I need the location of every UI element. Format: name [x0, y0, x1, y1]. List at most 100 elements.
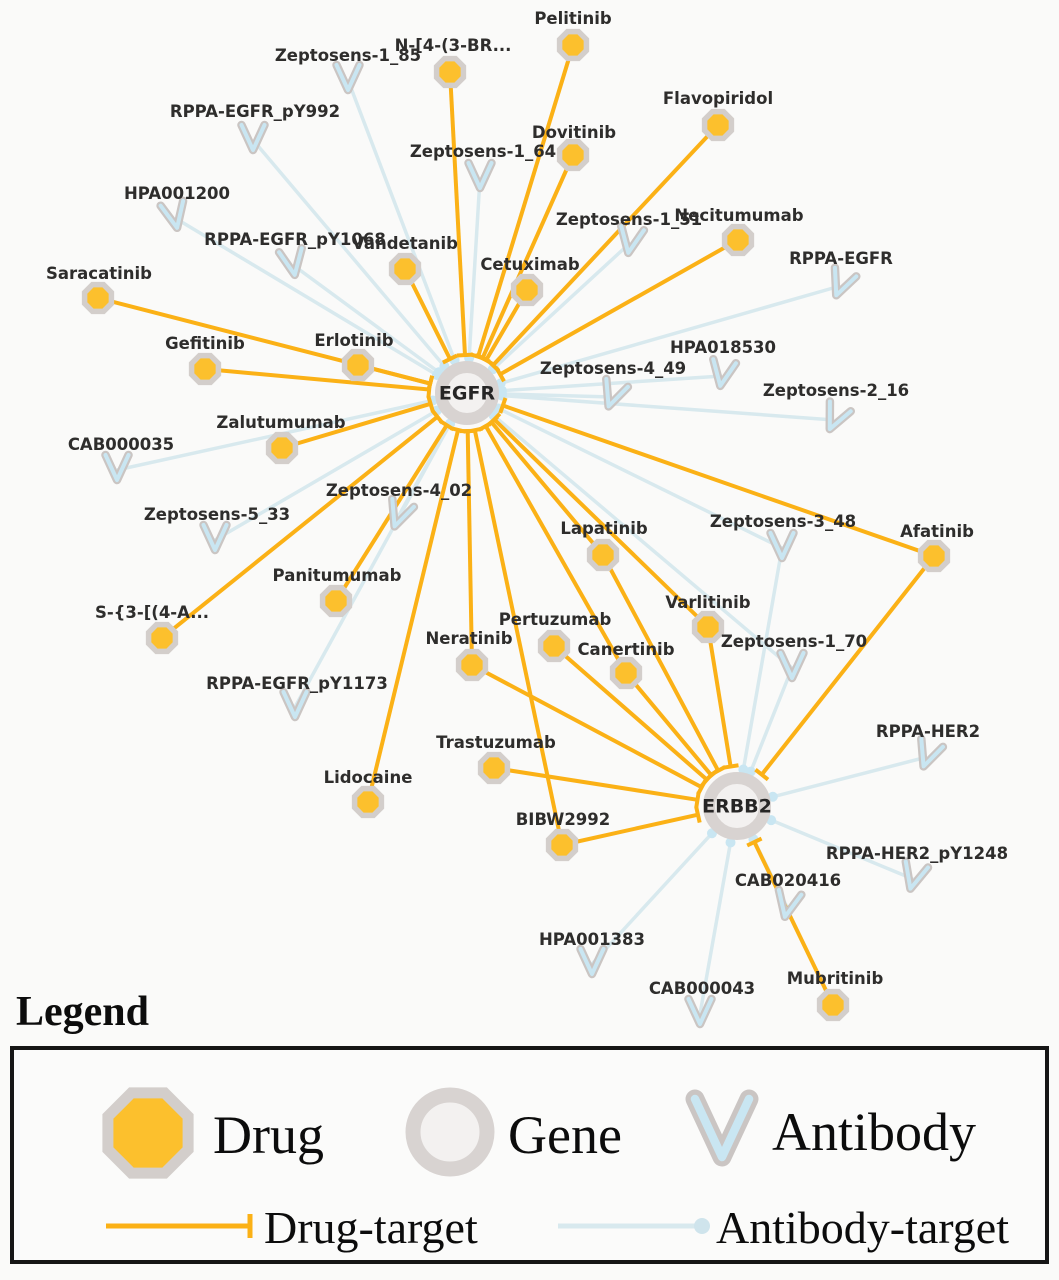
drug-target-edge — [491, 123, 720, 367]
antibody-target-edge — [590, 832, 714, 966]
antibody-node-CAB000043 — [684, 994, 716, 1029]
antibody-chevron-fill — [201, 523, 229, 552]
antibody-node-Zeptosens-2_16 — [825, 397, 856, 434]
node-label: Neratinib — [425, 629, 512, 648]
legend-antibody-target-label: Antibody-target — [716, 1202, 1009, 1253]
antibody-node-HPA001383 — [576, 944, 608, 979]
node-label: HPA001200 — [124, 184, 230, 203]
node-label: Dovitinib — [532, 123, 616, 142]
node-label: Necitumumab — [674, 206, 803, 225]
drug-edge-tee — [466, 426, 484, 434]
antibody-target-edge — [501, 393, 835, 422]
antibody-chevron-fill — [466, 161, 494, 190]
node-label: CAB000035 — [68, 435, 174, 454]
drug-target-edge — [281, 401, 432, 450]
node-label: HPA001383 — [539, 930, 645, 949]
drug-edge-tee — [426, 395, 435, 413]
antibody-chevron-fill — [903, 859, 930, 891]
node-label: Zeptosens-3_48 — [710, 512, 856, 531]
node-label: S-{3-[(4-A... — [95, 603, 209, 622]
drug-target-edge — [471, 663, 703, 789]
drug-target-edge — [489, 420, 605, 557]
drug-node-Afatinib — [917, 539, 951, 573]
node-label: Zeptosens-1_64 — [410, 142, 556, 161]
antibody-node-Zeptosens-1_51 — [617, 221, 649, 258]
antibody-node-Zeptosens-1_70 — [776, 648, 808, 683]
antibody-node-RPPA-HER2_pY1248 — [901, 857, 933, 893]
antibody-target-edge — [770, 818, 914, 881]
drug-node-Vandetanib — [388, 252, 422, 286]
antibody-target-edge — [174, 216, 438, 377]
drug-node-Lidocaine — [351, 785, 385, 819]
antibody-target-edge — [741, 547, 784, 770]
antibody-edge-endpoint — [725, 837, 736, 848]
antibody-target-edge-icon — [558, 1218, 710, 1234]
drug-edge-tee — [746, 836, 763, 848]
node-label: Lapatinib — [560, 519, 648, 538]
node-label: Pertuzumab — [499, 610, 612, 629]
node-label: Zeptosens-5_33 — [144, 505, 290, 524]
legend-drug-target-label: Drug-target — [264, 1202, 478, 1253]
antibody-chevron-fill — [776, 887, 804, 919]
antibody-target-edge — [698, 842, 733, 1015]
drug-node-Gefitinib — [188, 352, 222, 386]
drug-node-N-[4-(3-BR... — [433, 55, 467, 89]
drug-icon — [102, 1087, 194, 1179]
drug-target-edge — [492, 418, 710, 629]
legend-title: Legend — [16, 989, 150, 1035]
antibody-target-edge — [501, 374, 723, 393]
antibody-chevron-fill — [919, 736, 945, 769]
drug-target-edge — [552, 644, 709, 782]
gene-icon — [405, 1087, 495, 1177]
drug-node-Canertinib — [609, 656, 643, 690]
drug-edge-tee — [478, 354, 495, 366]
node-label: Mubritinib — [787, 969, 884, 988]
drug-node-Flavopiridol — [701, 108, 735, 142]
drug-target-edge — [160, 415, 439, 640]
drug-target-edge — [561, 812, 699, 847]
antibody-chevron-fill — [578, 947, 606, 976]
drug-node-Pelitinib — [556, 28, 590, 62]
gene-node-EGFR: EGFR — [435, 361, 499, 425]
legend-gene-label: Gene — [508, 1105, 622, 1165]
antibody-chevron-fill — [827, 399, 853, 432]
node-label: Zeptosens-2_16 — [763, 381, 909, 400]
antibody-icon — [685, 1089, 759, 1167]
node-label: RPPA-EGFR_pY1173 — [206, 674, 388, 693]
node-label: Gefitinib — [165, 334, 245, 353]
antibody-target-edge — [291, 263, 440, 374]
node-label: Zeptosens-4_49 — [540, 359, 686, 378]
antibody-target-edge — [214, 409, 438, 542]
gene-node-ERBB2: ERBB2 — [702, 772, 772, 840]
antibody-target-edge — [492, 414, 794, 670]
node-label: Zeptosens-1_85 — [275, 46, 421, 65]
antibody-edge-endpoint — [767, 791, 778, 802]
node-label: RPPA-EGFR — [789, 249, 893, 268]
antibody-node-RPPA-EGFR_pY992 — [237, 120, 269, 155]
antibody-node-Zeptosens-4_49 — [602, 374, 633, 411]
drug-target-edge — [366, 429, 461, 803]
antibody-node-Zeptosens-4_02 — [388, 494, 419, 531]
node-label: BIBW2992 — [516, 810, 611, 829]
node-label: RPPA-EGFR_pY992 — [170, 102, 340, 121]
drug-edge-tee — [494, 366, 506, 383]
drug-target-edge — [752, 841, 835, 1006]
gene-label: EGFR — [439, 383, 496, 405]
node-label: RPPA-HER2 — [876, 722, 980, 741]
node-label: RPPA-EGFR_pY1068 — [204, 230, 386, 249]
drug-node-Necitumumab — [721, 223, 755, 257]
drug-node-Trastuzumab — [477, 751, 511, 785]
antibody-node-Zeptosens-1_64 — [464, 158, 496, 193]
node-label: Lidocaine — [324, 768, 413, 787]
drug-node-Saracatinib — [81, 281, 115, 315]
drug-node-BIBW2992 — [545, 828, 579, 862]
antibody-chevron-fill — [281, 690, 309, 719]
drug-target-edge — [476, 44, 575, 358]
drug-edge-tee — [426, 375, 435, 392]
drug-target-edge — [502, 403, 935, 558]
drug-edge-tee — [441, 353, 459, 365]
node-label: Varlitinib — [665, 593, 750, 612]
antibody-node-RPPA-HER2 — [917, 734, 948, 771]
antibody-target-edge — [501, 392, 613, 399]
